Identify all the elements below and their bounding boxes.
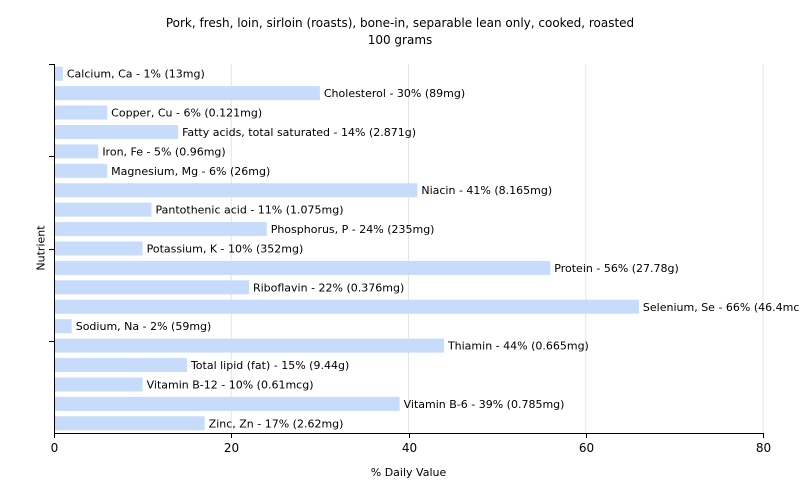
bar-label: Phosphorus, P - 24% (235mg) [271,223,435,236]
bar [55,124,179,139]
bar [55,222,267,237]
bar [55,86,320,101]
bar-label: Vitamin B-12 - 10% (0.61mcg) [147,378,314,391]
chart-title: Pork, fresh, loin, sirloin (roasts), bon… [165,16,635,30]
chart-subtitle: 100 grams [367,33,433,47]
bar-label: Calcium, Ca - 1% (13mg) [67,68,205,81]
bar [55,280,249,295]
bar-label: Pantothenic acid - 11% (1.075mg) [155,204,343,217]
bar [55,105,108,120]
bar [55,416,205,431]
bar [55,241,143,256]
bar-label: Fatty acids, total saturated - 14% (2.87… [182,126,416,139]
bar-label: Selenium, Se - 66% (46.4mcg) [643,301,800,314]
bar [55,358,187,373]
bar-label: Iron, Fe - 5% (0.96mg) [102,145,225,158]
bar [55,202,152,217]
bar [55,396,400,411]
bar-label: Vitamin B-6 - 39% (0.785mg) [404,398,565,411]
bar-label: Protein - 56% (27.78g) [554,262,679,275]
bar-label: Sodium, Na - 2% (59mg) [76,320,212,333]
bar-label: Total lipid (fat) - 15% (9.44g) [190,359,349,372]
x-tick-label: 80 [756,441,771,455]
bar-label: Niacin - 41% (8.165mg) [421,184,552,197]
x-axis-label: % Daily Value [370,466,447,479]
bar-label: Thiamin - 44% (0.665mg) [447,340,589,353]
bar-label: Cholesterol - 30% (89mg) [324,87,465,100]
x-tick-label: 60 [579,441,594,455]
x-tick-label: 0 [51,441,59,455]
y-axis-label: Nutrient [34,225,48,271]
bar-label: Magnesium, Mg - 6% (26mg) [111,165,270,178]
bar [55,163,108,178]
x-tick-label: 20 [224,441,239,455]
bar [55,319,72,334]
bar [55,338,444,353]
bar-label: Potassium, K - 10% (352mg) [147,243,304,256]
bar-label: Copper, Cu - 6% (0.121mg) [111,107,262,120]
bar-label: Zinc, Zn - 17% (2.62mg) [209,417,344,430]
bar [55,299,639,314]
bar [55,66,63,81]
bar [55,183,418,198]
bar [55,377,143,392]
bar [55,260,551,275]
bar-label: Riboflavin - 22% (0.376mg) [253,281,404,294]
bar [55,144,99,159]
x-tick-label: 40 [402,441,417,455]
